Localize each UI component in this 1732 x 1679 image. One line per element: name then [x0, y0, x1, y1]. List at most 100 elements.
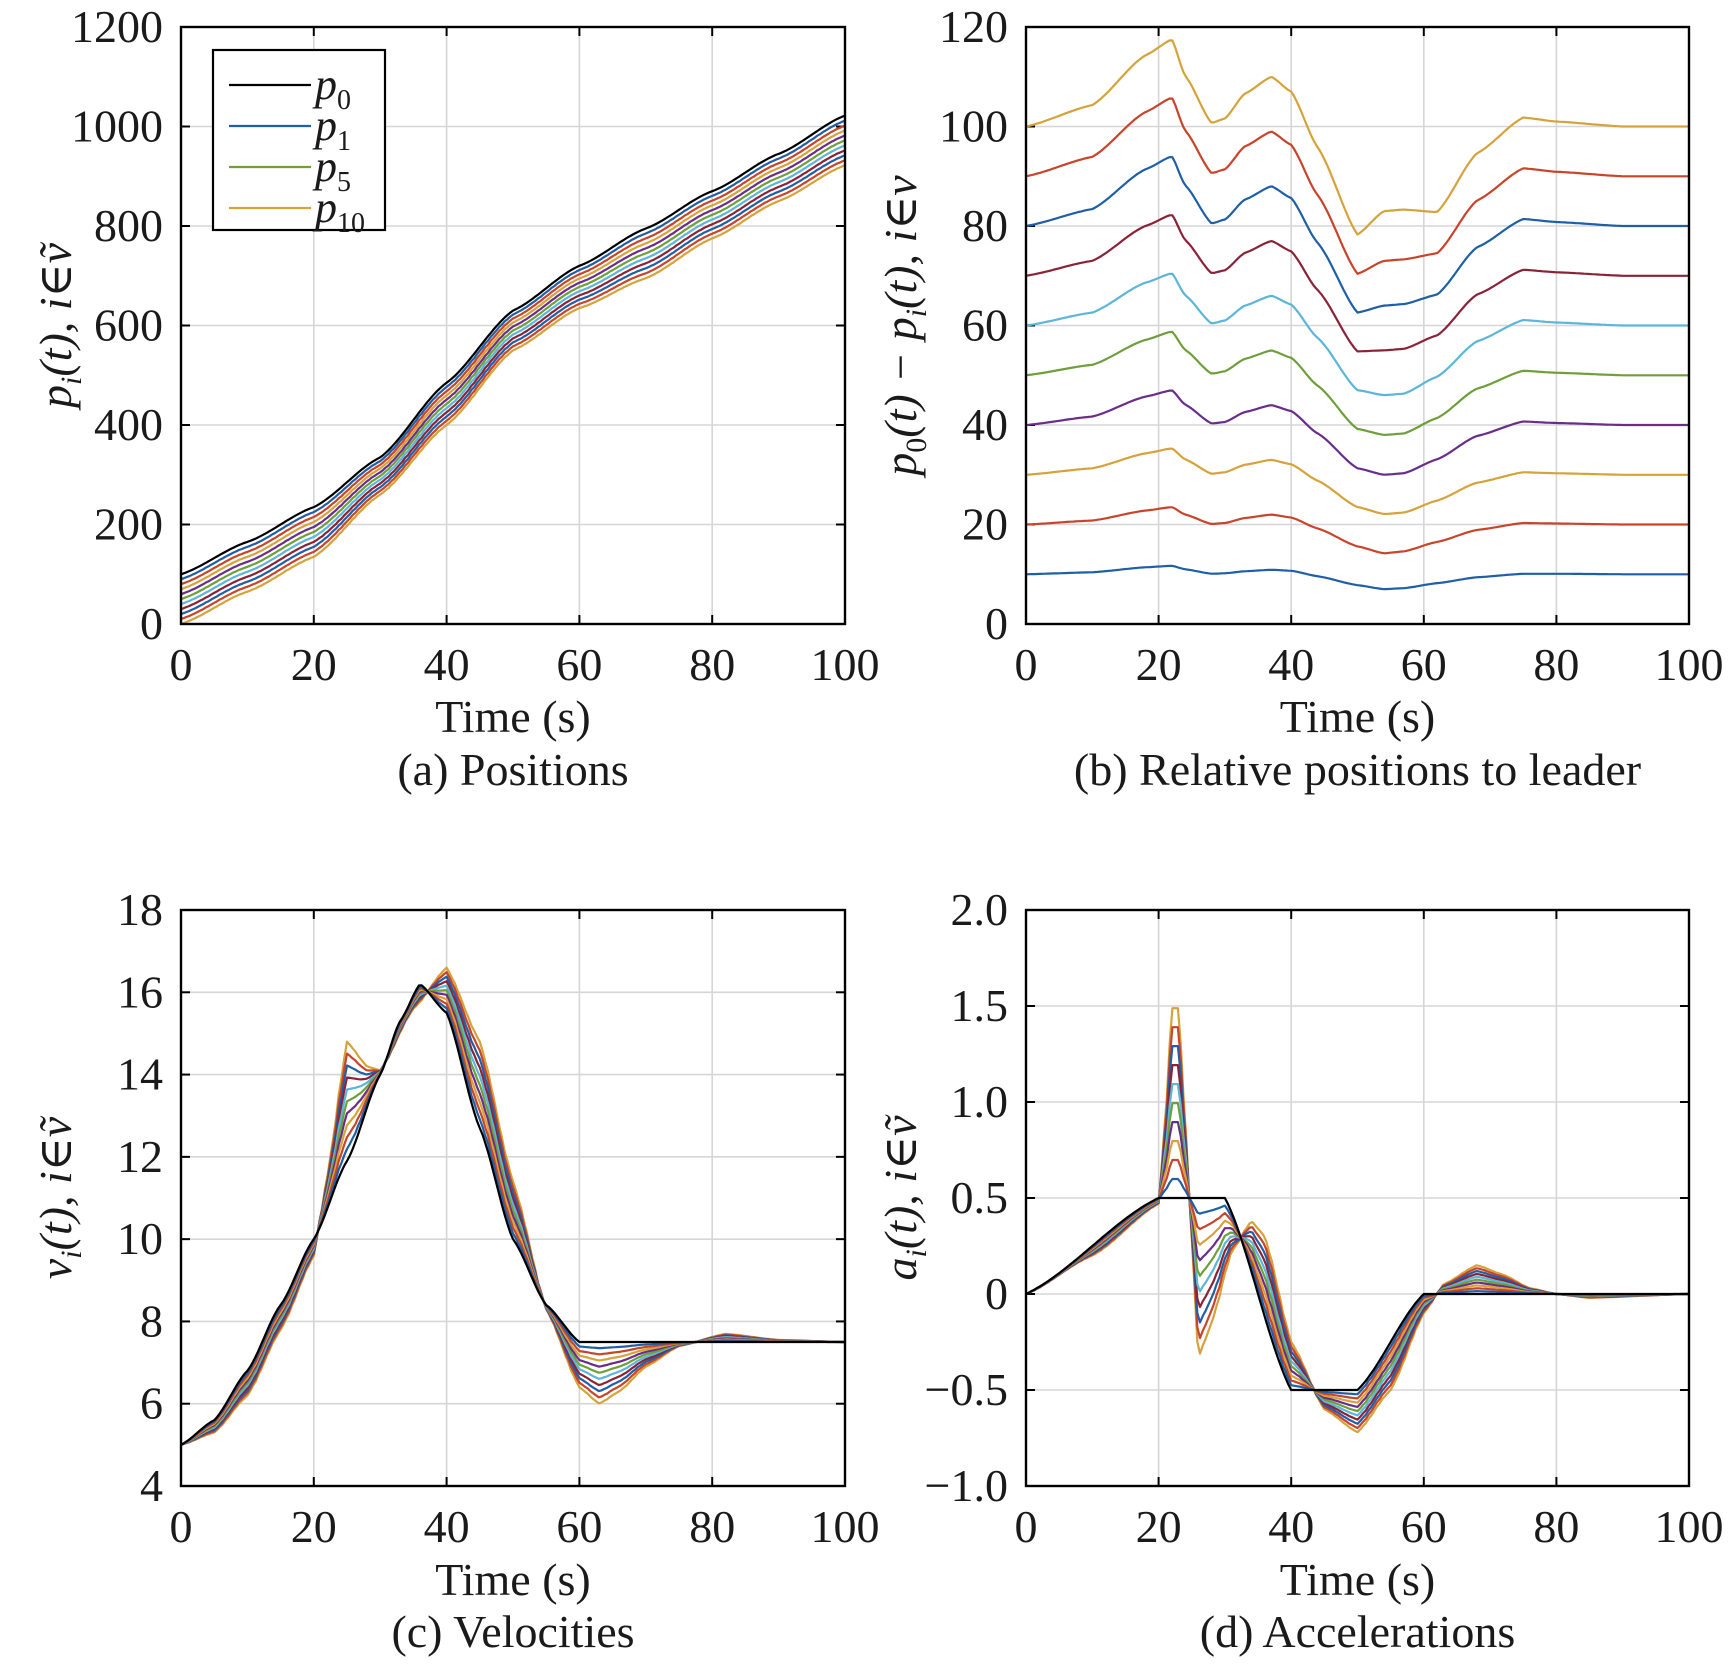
series-group	[180, 114, 846, 626]
y-axis-label-part: p	[875, 453, 926, 479]
series-line-5	[1025, 330, 1689, 436]
y-axis-label: p0(t) − pi(t), i∈v	[875, 175, 933, 479]
series-line-6	[180, 144, 846, 606]
y-axis-label: vi(t), i∈ṽ	[30, 1115, 88, 1279]
y-tick-label: 1200	[71, 1, 163, 52]
x-tick-label: 40	[424, 639, 470, 690]
legend-entry: p1	[312, 101, 351, 157]
legend-entry-symbol: p	[312, 60, 337, 109]
y-tick-label: 2.0	[951, 884, 1009, 935]
y-tick-label: 60	[962, 300, 1008, 351]
legend-entry-symbol: p	[312, 101, 337, 150]
x-tick-label: 40	[424, 1501, 470, 1552]
legend-entry: p0	[312, 60, 351, 116]
axis-frame	[179, 25, 847, 626]
y-tick-label: −1.0	[925, 1460, 1008, 1511]
series-line-1	[180, 119, 846, 581]
y-tick-label: 6	[140, 1378, 163, 1429]
y-axis-label: ai(t), i∈ṽ	[875, 1114, 933, 1281]
y-axis-label: pi(t), i∈ṽ	[30, 241, 88, 411]
x-axis-label: Time (s)	[435, 691, 591, 742]
y-axis-label-part: i	[55, 1250, 88, 1258]
series-group	[180, 966, 846, 1446]
chart-panel-4: 0 20 40 60 80 100 −1.0 −0.5 0 0.5 1.0 1.5 2.0 Time (s…	[875, 884, 1724, 1657]
y-tick-label: 8	[140, 1295, 163, 1346]
y-axis-label-part: (t) −	[875, 340, 926, 437]
y-axis-label-part: p	[30, 385, 81, 411]
x-tick-label: 100	[1655, 639, 1724, 690]
x-tick-label: 100	[811, 639, 880, 690]
x-tick-label: 20	[291, 1501, 337, 1552]
axis-frame	[1024, 25, 1691, 626]
y-axis-label-part: p	[875, 317, 926, 343]
series-line-6	[1025, 272, 1689, 397]
y-tick-label: 0.5	[951, 1172, 1009, 1223]
y-axis-label-part: (t), i∈ṽ	[30, 241, 81, 376]
x-tick-label: 40	[1268, 639, 1314, 690]
series-line-9	[180, 159, 846, 621]
series-line-8	[180, 154, 846, 616]
y-tick-label: 200	[94, 499, 163, 550]
y-tick-label: 80	[962, 200, 1008, 251]
legend-entry: p10	[312, 183, 365, 239]
y-axis-label-part: i	[900, 1249, 933, 1257]
x-tick-label: 0	[170, 639, 193, 690]
y-tick-label: 10	[117, 1213, 163, 1264]
x-tick-label: 20	[1136, 639, 1182, 690]
x-tick-label: 20	[291, 639, 337, 690]
y-tick-label: 0	[140, 598, 163, 649]
x-tick-label: 0	[170, 1501, 193, 1552]
y-tick-label: 1000	[71, 101, 163, 152]
series-line-0	[180, 114, 846, 576]
series-line-4	[1025, 389, 1689, 476]
legend-entry-subscript: 5	[337, 167, 351, 198]
grid-lines	[181, 910, 845, 1486]
y-tick-label: 14	[117, 1049, 163, 1100]
x-tick-label: 100	[1655, 1501, 1724, 1552]
panel-caption: (c) Velocities	[391, 1606, 634, 1657]
y-tick-label: 4	[140, 1460, 163, 1511]
x-tick-label: 0	[1015, 639, 1038, 690]
series-line-4	[180, 134, 846, 596]
y-tick-label: 120	[939, 1, 1008, 52]
series-line-2	[180, 124, 846, 586]
x-tick-label: 40	[1268, 1501, 1314, 1552]
y-axis-label-part: a	[875, 1258, 926, 1281]
y-axis-label-part: i	[900, 309, 933, 317]
x-tick-label: 60	[556, 639, 602, 690]
y-tick-label: −0.5	[925, 1364, 1008, 1415]
x-tick-label: 20	[1136, 1501, 1182, 1552]
legend-entry-symbol: p	[312, 183, 337, 232]
y-axis-label-part: i	[55, 377, 88, 385]
x-tick-label: 60	[1401, 1501, 1447, 1552]
y-tick-label: 800	[94, 200, 163, 251]
panel-caption: (b) Relative positions to leader	[1074, 744, 1641, 795]
series-group	[1025, 1007, 1690, 1434]
x-tick-label: 100	[811, 1501, 880, 1552]
x-axis-label: Time (s)	[1280, 691, 1436, 742]
legend-entry-symbol: p	[312, 142, 337, 191]
panel-caption: (d) Accelerations	[1200, 1606, 1515, 1657]
series-line-2	[1025, 506, 1689, 555]
panel-caption: (a) Positions	[397, 744, 628, 795]
series-line-0	[1025, 1196, 1689, 1392]
grid-lines	[1026, 27, 1689, 624]
series-line-7	[180, 149, 846, 611]
y-axis-label-part: (t), i∈ṽ	[875, 1114, 926, 1249]
y-tick-label: 40	[962, 399, 1008, 450]
x-tick-label: 60	[556, 1501, 602, 1552]
legend-entry-subscript: 0	[337, 85, 351, 116]
y-tick-label: 0	[985, 1268, 1008, 1319]
x-axis-label: Time (s)	[1280, 1554, 1436, 1605]
legend-entry-subscript: 1	[337, 126, 351, 157]
x-tick-label: 80	[689, 1501, 735, 1552]
series-line-3	[180, 129, 846, 591]
y-tick-label: 12	[117, 1131, 163, 1182]
x-tick-label: 60	[1401, 639, 1447, 690]
series-line-8	[1025, 156, 1689, 314]
series-line-7	[1025, 214, 1689, 353]
x-tick-label: 80	[1533, 639, 1579, 690]
